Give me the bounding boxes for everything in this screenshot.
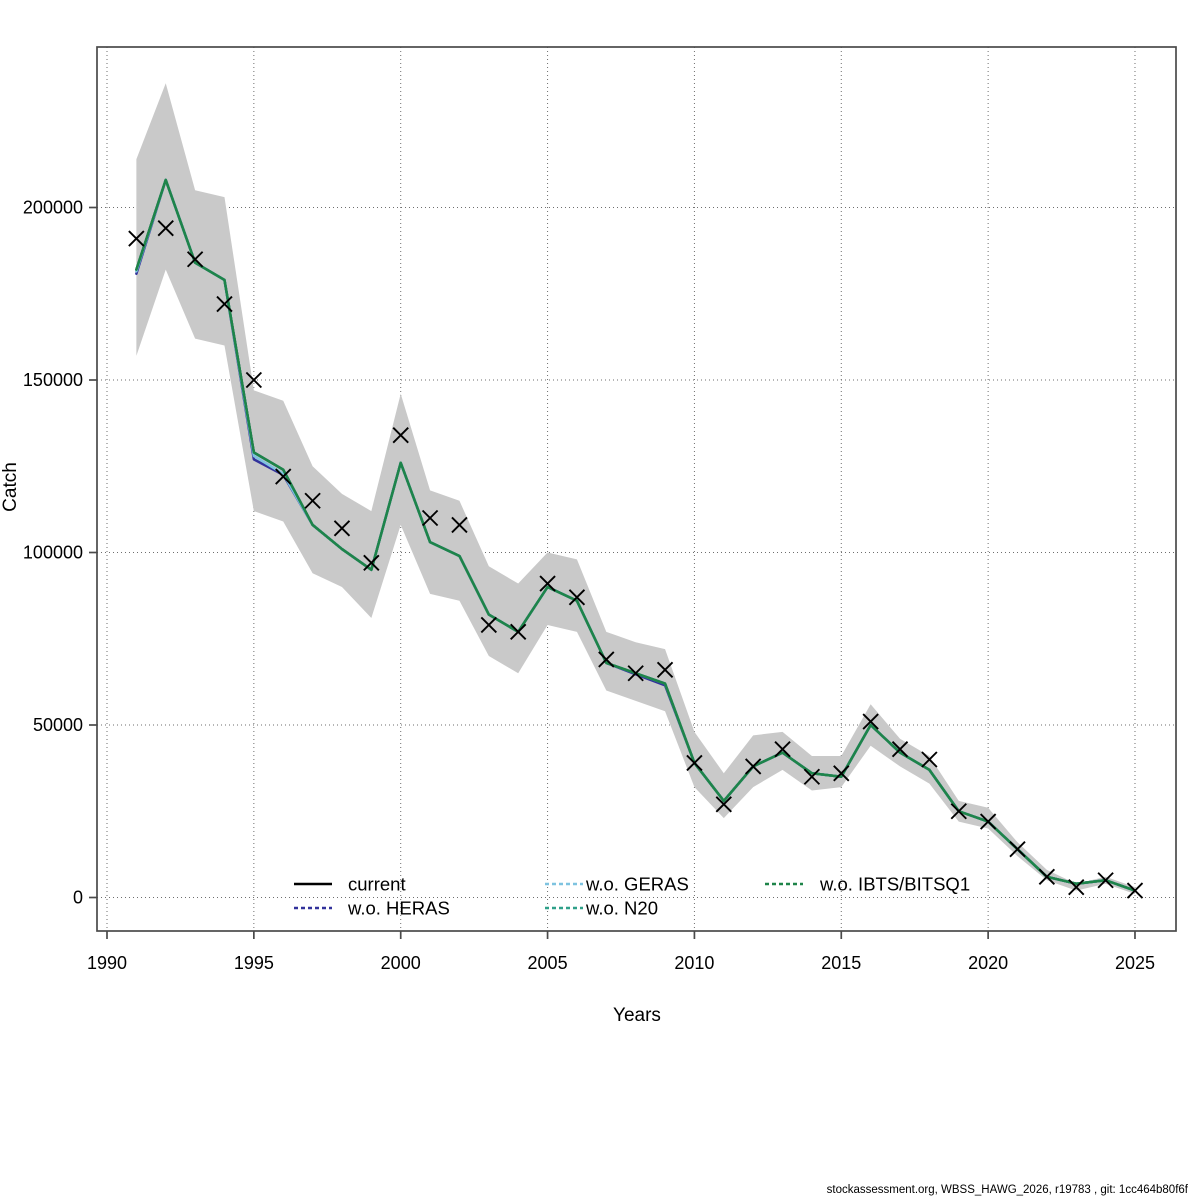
observed-marker-2018 xyxy=(921,751,938,768)
observed-marker-2004 xyxy=(510,623,527,641)
x-axis-tick-label: 2010 xyxy=(674,953,714,973)
observed-marker-2017 xyxy=(891,740,909,758)
y-axis-tick-label: 50000 xyxy=(33,715,83,735)
observed-marker-2013 xyxy=(774,740,791,758)
observed-marker-2016 xyxy=(862,713,879,730)
observed-marker-1999 xyxy=(363,554,380,572)
observed-marker-2001 xyxy=(421,509,439,527)
x-axis-tick-label: 2025 xyxy=(1115,953,1155,973)
y-axis-title: Catch xyxy=(0,462,21,512)
legend-entry-w-o-ibts-bitsq1: w.o. IBTS/BITSQ1 xyxy=(765,874,970,895)
observed-marker-2012 xyxy=(744,758,762,775)
series-line-w-o-n20 xyxy=(135,178,1137,892)
observed-marker-2006 xyxy=(568,589,586,606)
x-axis-tick-label: 2005 xyxy=(528,953,568,973)
series-line-current xyxy=(135,178,1137,892)
observed-marker-2022 xyxy=(1038,868,1056,885)
x-axis-tick-label: 1990 xyxy=(87,953,127,973)
legend-entry-w-o-heras: w.o. HERAS xyxy=(294,898,450,919)
observed-marker-2003 xyxy=(480,616,497,634)
legend-entry-current: current xyxy=(294,874,406,895)
observed-marker-1993 xyxy=(186,251,204,268)
y-axis-tick-label: 100000 xyxy=(23,543,83,563)
observed-marker-1994 xyxy=(216,295,233,313)
x-axis-tick-label: 2015 xyxy=(821,953,861,973)
observed-marker-2015 xyxy=(833,765,850,782)
x-axis-tick-label: 1995 xyxy=(234,953,274,973)
observed-marker-1998 xyxy=(333,520,351,537)
observed-marker-2011 xyxy=(715,796,732,813)
observed-marker-2010 xyxy=(686,754,703,772)
observed-catch-markers xyxy=(128,220,1144,899)
observed-marker-2007 xyxy=(598,651,615,668)
y-axis-tick-label: 150000 xyxy=(23,370,83,390)
observed-marker-1996 xyxy=(275,468,292,485)
legend-label-current: current xyxy=(348,874,406,895)
observed-marker-1995 xyxy=(245,371,263,389)
y-axis-tick-label: 200000 xyxy=(23,198,83,218)
legend-label-w-o-ibts-bitsq1: w.o. IBTS/BITSQ1 xyxy=(819,874,970,895)
observed-marker-1997 xyxy=(304,492,321,509)
confidence-band xyxy=(136,83,1135,895)
stockassessment-footer-text: stockassessment.org, WBSS_HAWG_2026, r19… xyxy=(826,1184,1188,1196)
series-line-w-o-geras xyxy=(135,178,1137,892)
legend-label-w-o-geras: w.o. GERAS xyxy=(585,874,689,895)
x-axis-tick-label: 2000 xyxy=(381,953,421,973)
legend-entry-w-o-n20: w.o. N20 xyxy=(545,898,658,919)
legend: current w.o. HERAS w.o. GERAS w.o. N20 w.o. … xyxy=(294,874,970,919)
observed-marker-2020 xyxy=(979,813,997,830)
series-line-w-o-ibts-bitsq1 xyxy=(135,178,1137,892)
observed-marker-2000 xyxy=(392,427,409,444)
plot-frame xyxy=(96,46,1177,932)
legend-label-w-o-heras: w.o. HERAS xyxy=(347,898,450,919)
observed-marker-2023 xyxy=(1068,878,1085,896)
observed-marker-2025 xyxy=(1126,882,1144,899)
x-axis-tick-label: 2020 xyxy=(968,953,1008,973)
observed-marker-2008 xyxy=(627,665,644,682)
observed-marker-1992 xyxy=(157,220,174,237)
legend-entry-w-o-geras: w.o. GERAS xyxy=(545,874,689,895)
axes: 1990 1995 2000 2005 2010 2015 2020 2025 0 50000 10… xyxy=(23,198,1155,974)
legend-label-w-o-n20: w.o. N20 xyxy=(585,898,658,919)
observed-marker-2021 xyxy=(1009,841,1026,858)
observed-marker-2024 xyxy=(1097,872,1114,889)
y-axis-tick-label: 0 xyxy=(73,888,83,908)
observed-marker-2002 xyxy=(451,516,468,534)
observed-marker-2014 xyxy=(803,768,821,785)
observed-marker-1991 xyxy=(128,230,145,247)
x-axis-title: Years xyxy=(613,1005,661,1026)
observed-marker-2019 xyxy=(950,803,967,820)
series-line-w-o-heras xyxy=(135,178,1137,892)
observed-marker-2009 xyxy=(656,661,674,678)
observed-marker-2005 xyxy=(539,575,556,592)
